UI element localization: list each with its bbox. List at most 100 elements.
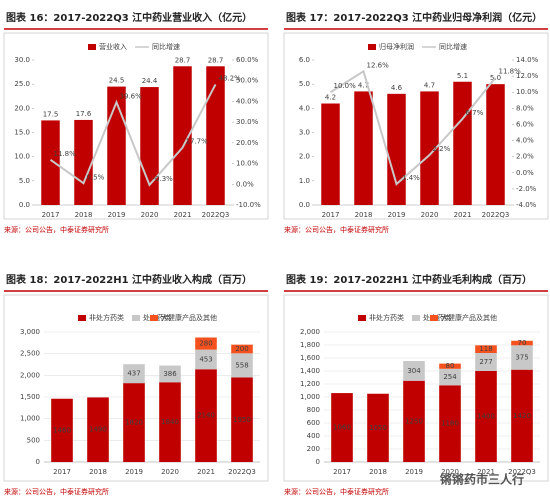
- y-tick-label: 30.0: [14, 56, 30, 64]
- segment-label: 280: [199, 340, 212, 348]
- x-tick-label: 2019: [405, 468, 423, 476]
- y-tick-label: 2,500: [20, 350, 40, 358]
- chart-title: 图表 17：2017-2022Q3 江中药业归母净利润（亿元）: [286, 11, 542, 24]
- x-tick-label: 2019: [125, 468, 143, 476]
- y-tick-label: 400: [307, 432, 320, 440]
- segment-label: 375: [515, 354, 528, 362]
- y-tick-label: 1,200: [300, 380, 320, 388]
- bar-value-label: 17.5: [43, 110, 59, 118]
- y-tick-label: 5.0: [19, 177, 30, 185]
- x-tick-label: 2021: [197, 468, 215, 476]
- y-tick-label: 600: [307, 419, 320, 427]
- x-tick-label: 2020: [141, 211, 159, 219]
- y2-tick-label: 12.0%: [516, 72, 539, 80]
- bar-value-label: 4.6: [391, 84, 403, 92]
- segment-label: 1840: [161, 418, 179, 426]
- chart-title: 图表 19：2017-2022H1 江中药业毛利构成（百万）: [286, 273, 532, 286]
- source: 来源：公司公告，中泰证券研究所: [284, 225, 389, 234]
- y-tick-label: 15.0: [14, 129, 30, 137]
- segment-label: 1050: [369, 424, 387, 432]
- bar-segment: [331, 393, 353, 462]
- growth-line: [329, 69, 497, 186]
- bar-segment: [123, 364, 145, 384]
- bar-value-label: 4.7: [424, 81, 435, 89]
- y-tick-label: 1,500: [20, 393, 40, 401]
- line-value-label: -0.3%: [153, 175, 174, 183]
- x-tick-label: 2021: [477, 468, 495, 476]
- segment-label: 1820: [125, 419, 143, 427]
- x-tick-label: 2018: [75, 211, 93, 219]
- x-tick-label: 2022Q3: [228, 468, 256, 476]
- bar-segment: [439, 385, 461, 462]
- bar: [140, 87, 159, 205]
- y-tick-label: 200: [307, 445, 320, 453]
- bar: [74, 119, 93, 205]
- y2-tick-label: 4.0%: [516, 137, 534, 145]
- y-tick-label: 500: [27, 436, 40, 444]
- y-tick-label: 1.0: [299, 177, 310, 185]
- bar-value-label: 5.1: [457, 72, 468, 80]
- x-tick-label: 2022Q3: [202, 211, 230, 219]
- bar-value-label: 28.7: [175, 56, 191, 64]
- segment-label: 1060: [333, 424, 351, 432]
- line-value-label: 17.7%: [186, 138, 209, 146]
- y2-tick-label: 40.0%: [236, 97, 259, 105]
- legend-label: 营业收入: [99, 42, 127, 51]
- segment-label: 558: [235, 361, 248, 369]
- segment-label: 2140: [197, 412, 215, 420]
- segment-label: 1460: [53, 426, 71, 434]
- growth-line: [49, 83, 217, 187]
- y2-tick-label: 8.0%: [516, 104, 534, 112]
- bar-value-label: 4.7: [358, 81, 369, 89]
- legend-label: 同比增速: [152, 42, 180, 51]
- bar-segment: [195, 369, 217, 462]
- legend-label: 非处方药类: [369, 313, 404, 322]
- line-value-label: 10.0%: [334, 82, 357, 90]
- y2-tick-label: 0.0%: [236, 180, 254, 188]
- bar-segment: [231, 344, 253, 354]
- bar-segment: [511, 340, 533, 346]
- segment-label: 70: [518, 339, 527, 347]
- x-tick-label: 2022Q3: [508, 468, 536, 476]
- x-tick-label: 2017: [42, 211, 60, 219]
- line-value-label: 11.8%: [499, 68, 522, 76]
- x-tick-label: 2017: [333, 468, 351, 476]
- source: 来源：公司公告，中泰证券研究所: [4, 487, 109, 496]
- bar: [486, 84, 505, 205]
- line-value-label: 48.2%: [219, 74, 242, 82]
- line-value-label: 11.8%: [54, 150, 77, 158]
- bar-segment: [159, 382, 181, 462]
- y2-tick-label: -10.0%: [236, 201, 261, 209]
- x-tick-label: 2019: [388, 211, 406, 219]
- y2-tick-label: -4.0%: [516, 201, 537, 209]
- segment-label: 1420: [513, 412, 531, 420]
- x-tick-label: 2021: [174, 211, 192, 219]
- x-tick-label: 2020: [421, 211, 439, 219]
- x-tick-label: 2019: [108, 211, 126, 219]
- bar: [206, 66, 225, 206]
- bar-segment: [439, 363, 461, 369]
- y-tick-label: 2,000: [300, 328, 320, 336]
- y-tick-label: 1,400: [300, 367, 320, 375]
- legend-label: 归母净利润: [379, 42, 414, 51]
- legend-swatch: [78, 315, 86, 321]
- bar-segment: [123, 383, 145, 462]
- watermark: 锵锵药市三人行: [440, 472, 524, 487]
- plot-frame: [283, 294, 549, 482]
- bar-segment: [403, 380, 425, 462]
- bar: [41, 120, 60, 205]
- bar-value-label: 24.5: [109, 77, 125, 85]
- y2-tick-label: 30.0%: [236, 118, 259, 126]
- legend-swatch: [368, 44, 376, 50]
- y2-tick-label: 10.0%: [236, 160, 259, 168]
- x-tick-label: 2017: [53, 468, 71, 476]
- x-tick-label: 2018: [355, 211, 373, 219]
- bar: [387, 93, 406, 205]
- bar-segment: [475, 345, 497, 353]
- bar-segment: [195, 349, 217, 370]
- plot-frame: [3, 32, 269, 220]
- y-tick-label: 3,000: [20, 328, 40, 336]
- y-tick-label: 0.0: [19, 201, 30, 209]
- x-tick-label: 2018: [369, 468, 387, 476]
- x-tick-label: 2021: [454, 211, 472, 219]
